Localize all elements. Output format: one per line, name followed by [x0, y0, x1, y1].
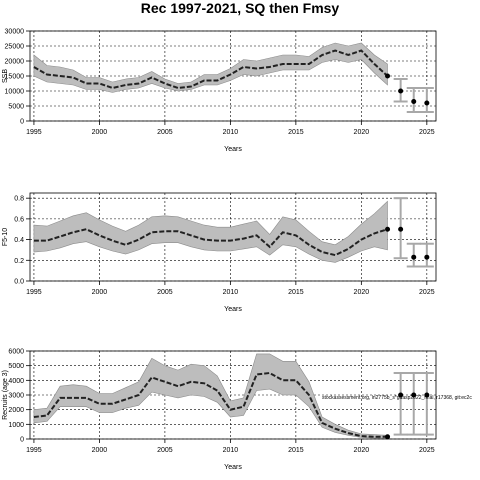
projection-point — [424, 392, 430, 398]
x-tick-label: 1995 — [26, 129, 42, 136]
y-axis-label: F5-10 — [2, 228, 9, 246]
projection-point — [424, 100, 430, 106]
y-tick-label: 15000 — [5, 74, 25, 81]
y-tick-label: 0 — [20, 437, 24, 444]
y-tick-label: 0.8 — [14, 196, 24, 203]
x-tick-label: 2025 — [419, 129, 435, 136]
y-tick-label: 20000 — [5, 59, 25, 66]
annotation-text: stockassessment.org, ln2775b_s*gdasp2022… — [322, 395, 472, 401]
confidence-band — [33, 42, 388, 93]
projection-point — [424, 254, 430, 260]
chart-title: Rec 1997-2021, SQ then Fmsy — [141, 0, 340, 16]
panel-2: 1995 2000 2005 2010 2015 2020 2025 0.0 0.2 0.4 0.6… — [2, 192, 437, 313]
x-tick-label: 2015 — [288, 129, 304, 136]
panel-1: 1995 2000 2005 2010 2015 2020 2025 0 5000 10000 15… — [2, 29, 437, 153]
last-estimate-point — [385, 73, 391, 79]
median-line — [33, 228, 388, 257]
y-tick-label: 0.0 — [14, 279, 24, 286]
panel-3: 1995 2000 2005 2010 2015 2020 2025 0 1000 2000 300… — [2, 349, 472, 472]
x-tick-label: 1995 — [26, 447, 42, 454]
median-line — [33, 371, 388, 438]
x-axis-label: Years — [224, 464, 242, 471]
x-tick-label: 2020 — [354, 289, 370, 296]
x-axis-label: Years — [224, 306, 242, 313]
x-tick-label: 2005 — [157, 289, 173, 296]
projection-point — [398, 392, 404, 398]
y-tick-label: 10000 — [5, 89, 25, 96]
median-line — [33, 49, 389, 90]
confidence-band — [33, 200, 388, 263]
x-tick-label: 2020 — [354, 129, 370, 136]
last-estimate-point — [385, 226, 391, 232]
y-tick-label: 5000 — [8, 104, 24, 111]
y-tick-label: 0.4 — [14, 237, 24, 244]
y-tick-label: 0.2 — [14, 258, 24, 265]
projection-point — [411, 254, 417, 260]
x-tick-label: 1995 — [26, 289, 42, 296]
x-tick-label: 2010 — [223, 447, 239, 454]
y-tick-label: 4000 — [8, 378, 24, 385]
x-tick-label: 2015 — [288, 447, 304, 454]
x-tick-label: 2000 — [92, 289, 108, 296]
x-tick-label: 2010 — [223, 129, 239, 136]
y-tick-label: 25000 — [5, 44, 25, 51]
x-tick-label: 2000 — [92, 129, 108, 136]
y-tick-label: 3000 — [8, 393, 24, 400]
x-tick-label: 2025 — [419, 447, 435, 454]
x-tick-label: 2010 — [223, 289, 239, 296]
y-axis-label: SSB — [2, 69, 9, 83]
projection-point — [411, 392, 417, 398]
y-tick-label: 0.6 — [14, 216, 24, 223]
y-tick-label: 2000 — [8, 407, 24, 414]
y-tick-label: 6000 — [8, 349, 24, 356]
x-tick-label: 2015 — [288, 289, 304, 296]
x-tick-label: 2025 — [419, 289, 435, 296]
y-axis-label: Recruits (age 3) — [2, 370, 9, 420]
projection-point — [398, 88, 404, 94]
x-tick-label: 2005 — [157, 447, 173, 454]
x-tick-label: 2000 — [92, 447, 108, 454]
y-tick-label: 0 — [20, 119, 24, 126]
last-estimate-point — [385, 434, 391, 440]
y-tick-label: 5000 — [8, 363, 24, 370]
y-tick-label: 30000 — [5, 29, 25, 36]
projection-point — [411, 99, 417, 104]
x-axis-label: Years — [224, 146, 242, 153]
x-tick-label: 2005 — [157, 129, 173, 136]
y-tick-label: 1000 — [8, 422, 24, 429]
plot-frame — [29, 192, 437, 282]
x-tick-label: 2020 — [354, 447, 370, 454]
projection-point — [398, 226, 404, 232]
